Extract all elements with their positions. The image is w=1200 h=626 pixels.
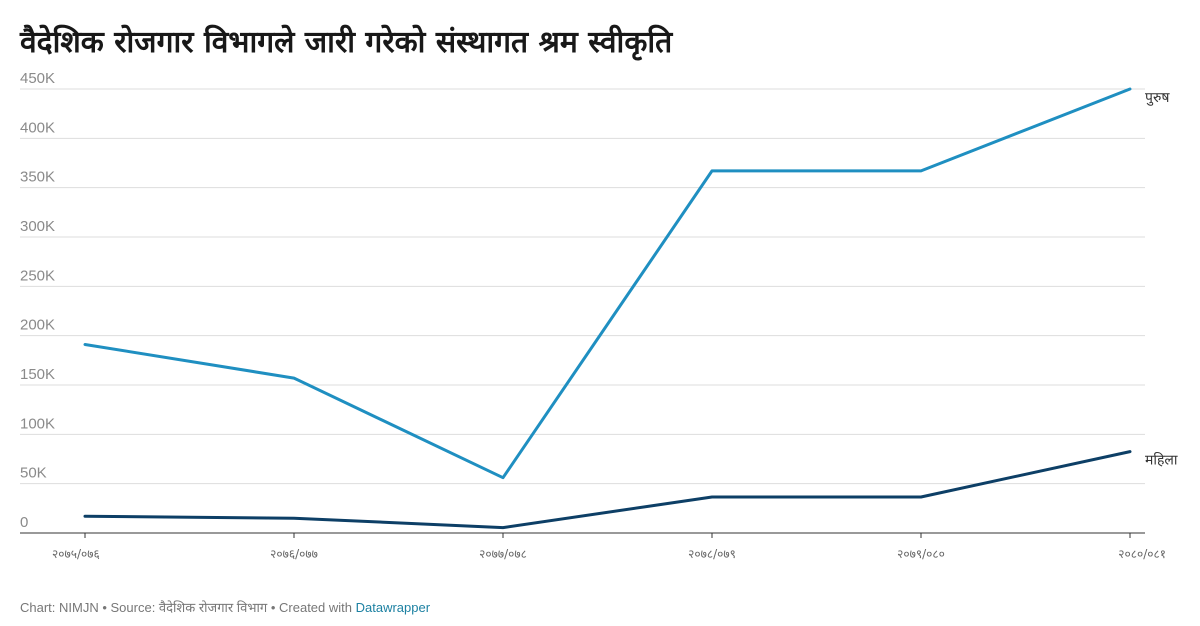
male-series-label: पुरुष bbox=[1145, 90, 1170, 106]
x-tick-label: २०७९/०८० bbox=[897, 547, 945, 561]
footer-separator: • bbox=[98, 600, 111, 615]
x-axis-ticks: २०७५/०७६ २०७६/०७७ २०७७/०७८ २०७८/०७९ २०७९/०८०… bbox=[52, 533, 1166, 561]
series-lines bbox=[83, 87, 1132, 530]
y-tick-label: 300K bbox=[20, 218, 55, 235]
x-tick-label: २०७५/०७६ bbox=[52, 547, 100, 561]
y-tick-label: 200K bbox=[20, 317, 55, 334]
footer-separator: • bbox=[267, 600, 280, 615]
footer-credit: Chart: NIMJN bbox=[20, 600, 99, 615]
footer-source: Source: वैदेशिक रोजगार विभाग bbox=[110, 600, 268, 615]
y-tick-label: 400K bbox=[20, 119, 55, 136]
y-tick-label: 150K bbox=[20, 366, 55, 383]
male-series-line bbox=[83, 87, 1132, 480]
female-series-label: महिला bbox=[1145, 452, 1178, 469]
y-tick-label: 100K bbox=[20, 415, 55, 432]
chart-title: वैदेशिक रोजगार विभागले जारी गरेको संस्था… bbox=[20, 25, 673, 60]
x-tick-label: २०७६/०७७ bbox=[270, 547, 318, 561]
chart-footer: Chart: NIMJN • Source: वैदेशिक रोजगार वि… bbox=[20, 598, 430, 616]
datawrapper-link[interactable]: Datawrapper bbox=[355, 600, 431, 615]
y-tick-label: 0 bbox=[20, 514, 28, 531]
y-axis-ticks: 0 50K 100K 150K 200K 250K 300K 350K 400K 450K bbox=[20, 70, 55, 531]
x-tick-label: २०७७/०७८ bbox=[479, 547, 527, 561]
gridlines bbox=[20, 88, 1145, 534]
female-series-line bbox=[83, 450, 1132, 530]
x-tick-label: २०७८/०७९ bbox=[688, 547, 736, 561]
y-tick-label: 450K bbox=[20, 70, 55, 87]
x-tick-label: २०८०/०८१ bbox=[1118, 547, 1166, 561]
footer-created-with: Created with bbox=[279, 600, 352, 615]
y-tick-label: 50K bbox=[20, 465, 47, 482]
y-tick-label: 350K bbox=[20, 169, 55, 186]
series-labels: पुरुष महिला bbox=[1145, 90, 1178, 469]
y-tick-label: 250K bbox=[20, 267, 55, 284]
